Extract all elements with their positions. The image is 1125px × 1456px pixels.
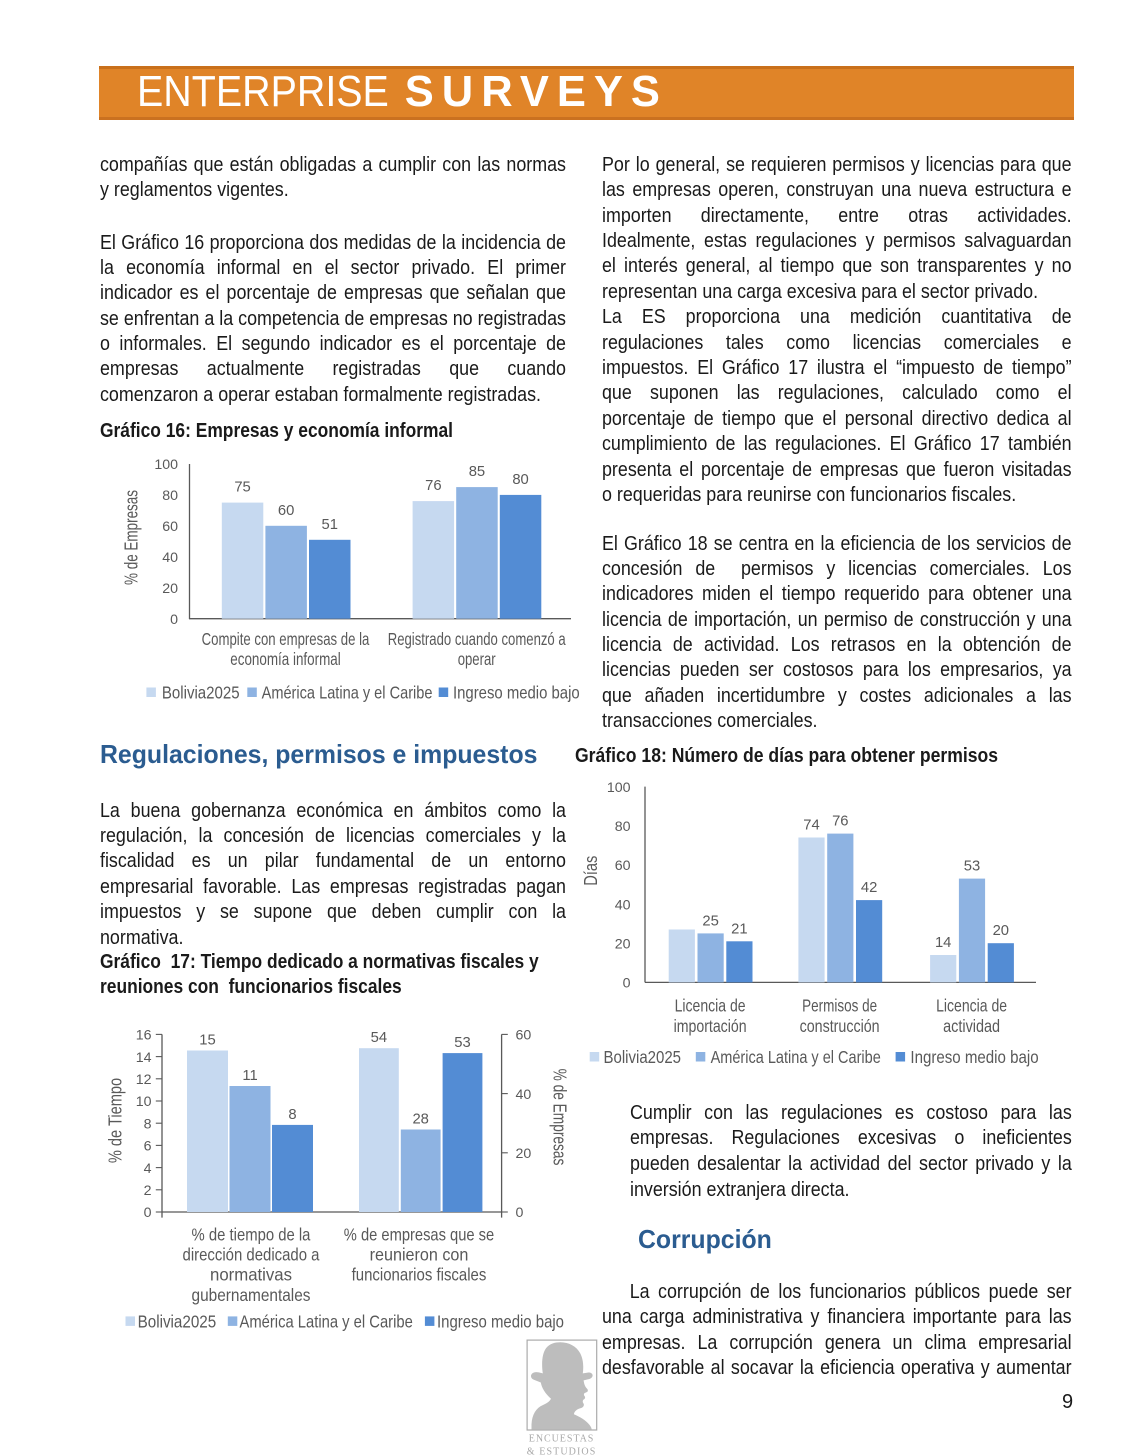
svg-text:Permisos de: Permisos de [802,996,877,1016]
svg-text:funcionarios fiscales: funcionarios fiscales [352,1265,487,1285]
svg-text:Ingreso medio bajo: Ingreso medio bajo [437,1312,564,1332]
svg-text:importación: importación [674,1016,747,1036]
svg-text:% de Empresas: % de Empresas [121,490,141,585]
svg-text:ENCUESTAS: ENCUESTAS [529,1434,595,1445]
svg-text:100: 100 [154,457,178,473]
svg-text:80: 80 [615,819,631,835]
svg-text:76: 76 [425,478,441,494]
svg-text:21: 21 [731,921,747,937]
svg-text:20: 20 [993,923,1009,939]
svg-text:0: 0 [144,1205,152,1221]
svg-text:Días: Días [581,856,601,886]
svg-text:Ingreso medio bajo: Ingreso medio bajo [453,683,580,703]
svg-text:60: 60 [278,503,294,519]
svg-text:Registrado cuando comenzó a: Registrado cuando comenzó a [388,629,566,649]
svg-text:12: 12 [136,1072,152,1088]
svg-text:% de tiempo de la: % de tiempo de la [192,1224,311,1244]
svg-text:20: 20 [162,581,178,597]
svg-text:dirección dedicado a: dirección dedicado a [183,1245,320,1265]
svg-text:15: 15 [199,1033,215,1049]
svg-text:Compite con empresas de la: Compite con empresas de la [202,629,370,649]
svg-text:0: 0 [623,976,631,992]
svg-text:Bolivia2025: Bolivia2025 [162,683,240,703]
svg-text:2: 2 [144,1183,152,1199]
svg-text:reunieron con: reunieron con [370,1245,469,1265]
svg-text:6: 6 [144,1139,152,1155]
svg-text:8: 8 [144,1116,152,1132]
svg-text:60: 60 [615,858,631,874]
svg-text:gubernamentales: gubernamentales [192,1285,311,1305]
svg-text:& ESTUDIOS: & ESTUDIOS [527,1447,597,1456]
svg-text:Licencia de: Licencia de [675,996,746,1016]
svg-text:0: 0 [170,612,178,628]
svg-text:% de empresas que se: % de empresas que se [344,1224,494,1244]
svg-text:4: 4 [144,1161,152,1177]
svg-text:% de Empresas: % de Empresas [549,1069,569,1166]
svg-text:construcción: construcción [800,1016,880,1036]
svg-text:53: 53 [454,1035,470,1051]
svg-text:16: 16 [136,1028,152,1044]
svg-text:0: 0 [516,1205,524,1221]
svg-text:54: 54 [371,1030,387,1046]
svg-text:Ingreso medio bajo: Ingreso medio bajo [910,1047,1038,1067]
svg-text:25: 25 [702,913,718,929]
svg-text:60: 60 [162,519,178,535]
svg-text:Bolivia2025: Bolivia2025 [138,1312,217,1332]
svg-text:10: 10 [136,1094,152,1110]
svg-text:40: 40 [615,897,631,913]
svg-text:8: 8 [288,1107,296,1123]
svg-text:actividad: actividad [943,1016,1000,1036]
svg-text:60: 60 [516,1028,532,1044]
svg-text:20: 20 [516,1146,532,1162]
svg-text:40: 40 [516,1087,532,1103]
svg-text:% de Tiempo: % de Tiempo [106,1078,126,1163]
svg-text:América Latina y el Caribe: América Latina y el Caribe [262,683,433,703]
svg-text:América Latina y el Caribe: América Latina y el Caribe [240,1312,413,1332]
svg-text:14: 14 [935,935,951,951]
svg-text:operar: operar [458,649,496,669]
svg-text:28: 28 [412,1112,428,1128]
svg-text:74: 74 [803,818,819,834]
svg-text:40: 40 [162,550,178,566]
svg-text:53: 53 [964,859,980,875]
svg-text:11: 11 [242,1068,257,1084]
svg-text:80: 80 [162,488,178,504]
svg-text:Licencia de: Licencia de [936,996,1007,1016]
svg-text:normativas: normativas [210,1265,292,1285]
svg-text:80: 80 [512,472,528,488]
svg-text:75: 75 [234,480,250,496]
svg-text:economía informal: economía informal [230,649,340,669]
svg-text:42: 42 [861,880,877,896]
svg-text:100: 100 [607,780,631,796]
svg-text:14: 14 [136,1050,152,1066]
svg-text:Bolivia2025: Bolivia2025 [604,1047,682,1067]
svg-text:85: 85 [469,464,485,480]
svg-text:20: 20 [615,936,631,952]
svg-text:51: 51 [322,517,338,533]
svg-text:76: 76 [832,814,848,830]
svg-text:América Latina y el Caribe: América Latina y el Caribe [711,1047,881,1067]
